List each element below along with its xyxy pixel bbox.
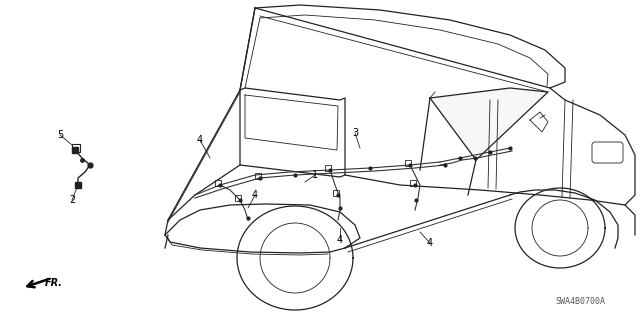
Text: 1: 1 [312,170,318,180]
Bar [410,180,416,186]
Polygon shape [430,88,548,160]
Text: 4: 4 [427,238,433,248]
Bar [255,173,261,179]
Bar [235,195,241,201]
Bar [405,160,411,166]
Text: 2: 2 [69,195,75,205]
Text: FR.: FR. [45,278,63,288]
Text: SWA4B0700A: SWA4B0700A [555,298,605,307]
Text: 4: 4 [252,190,258,200]
Bar [72,144,80,152]
Bar [215,180,221,186]
Text: 4: 4 [337,235,343,245]
Text: 3: 3 [352,128,358,138]
Bar [325,165,331,171]
Text: 4: 4 [197,135,203,145]
Bar [333,190,339,196]
Text: 5: 5 [57,130,63,140]
